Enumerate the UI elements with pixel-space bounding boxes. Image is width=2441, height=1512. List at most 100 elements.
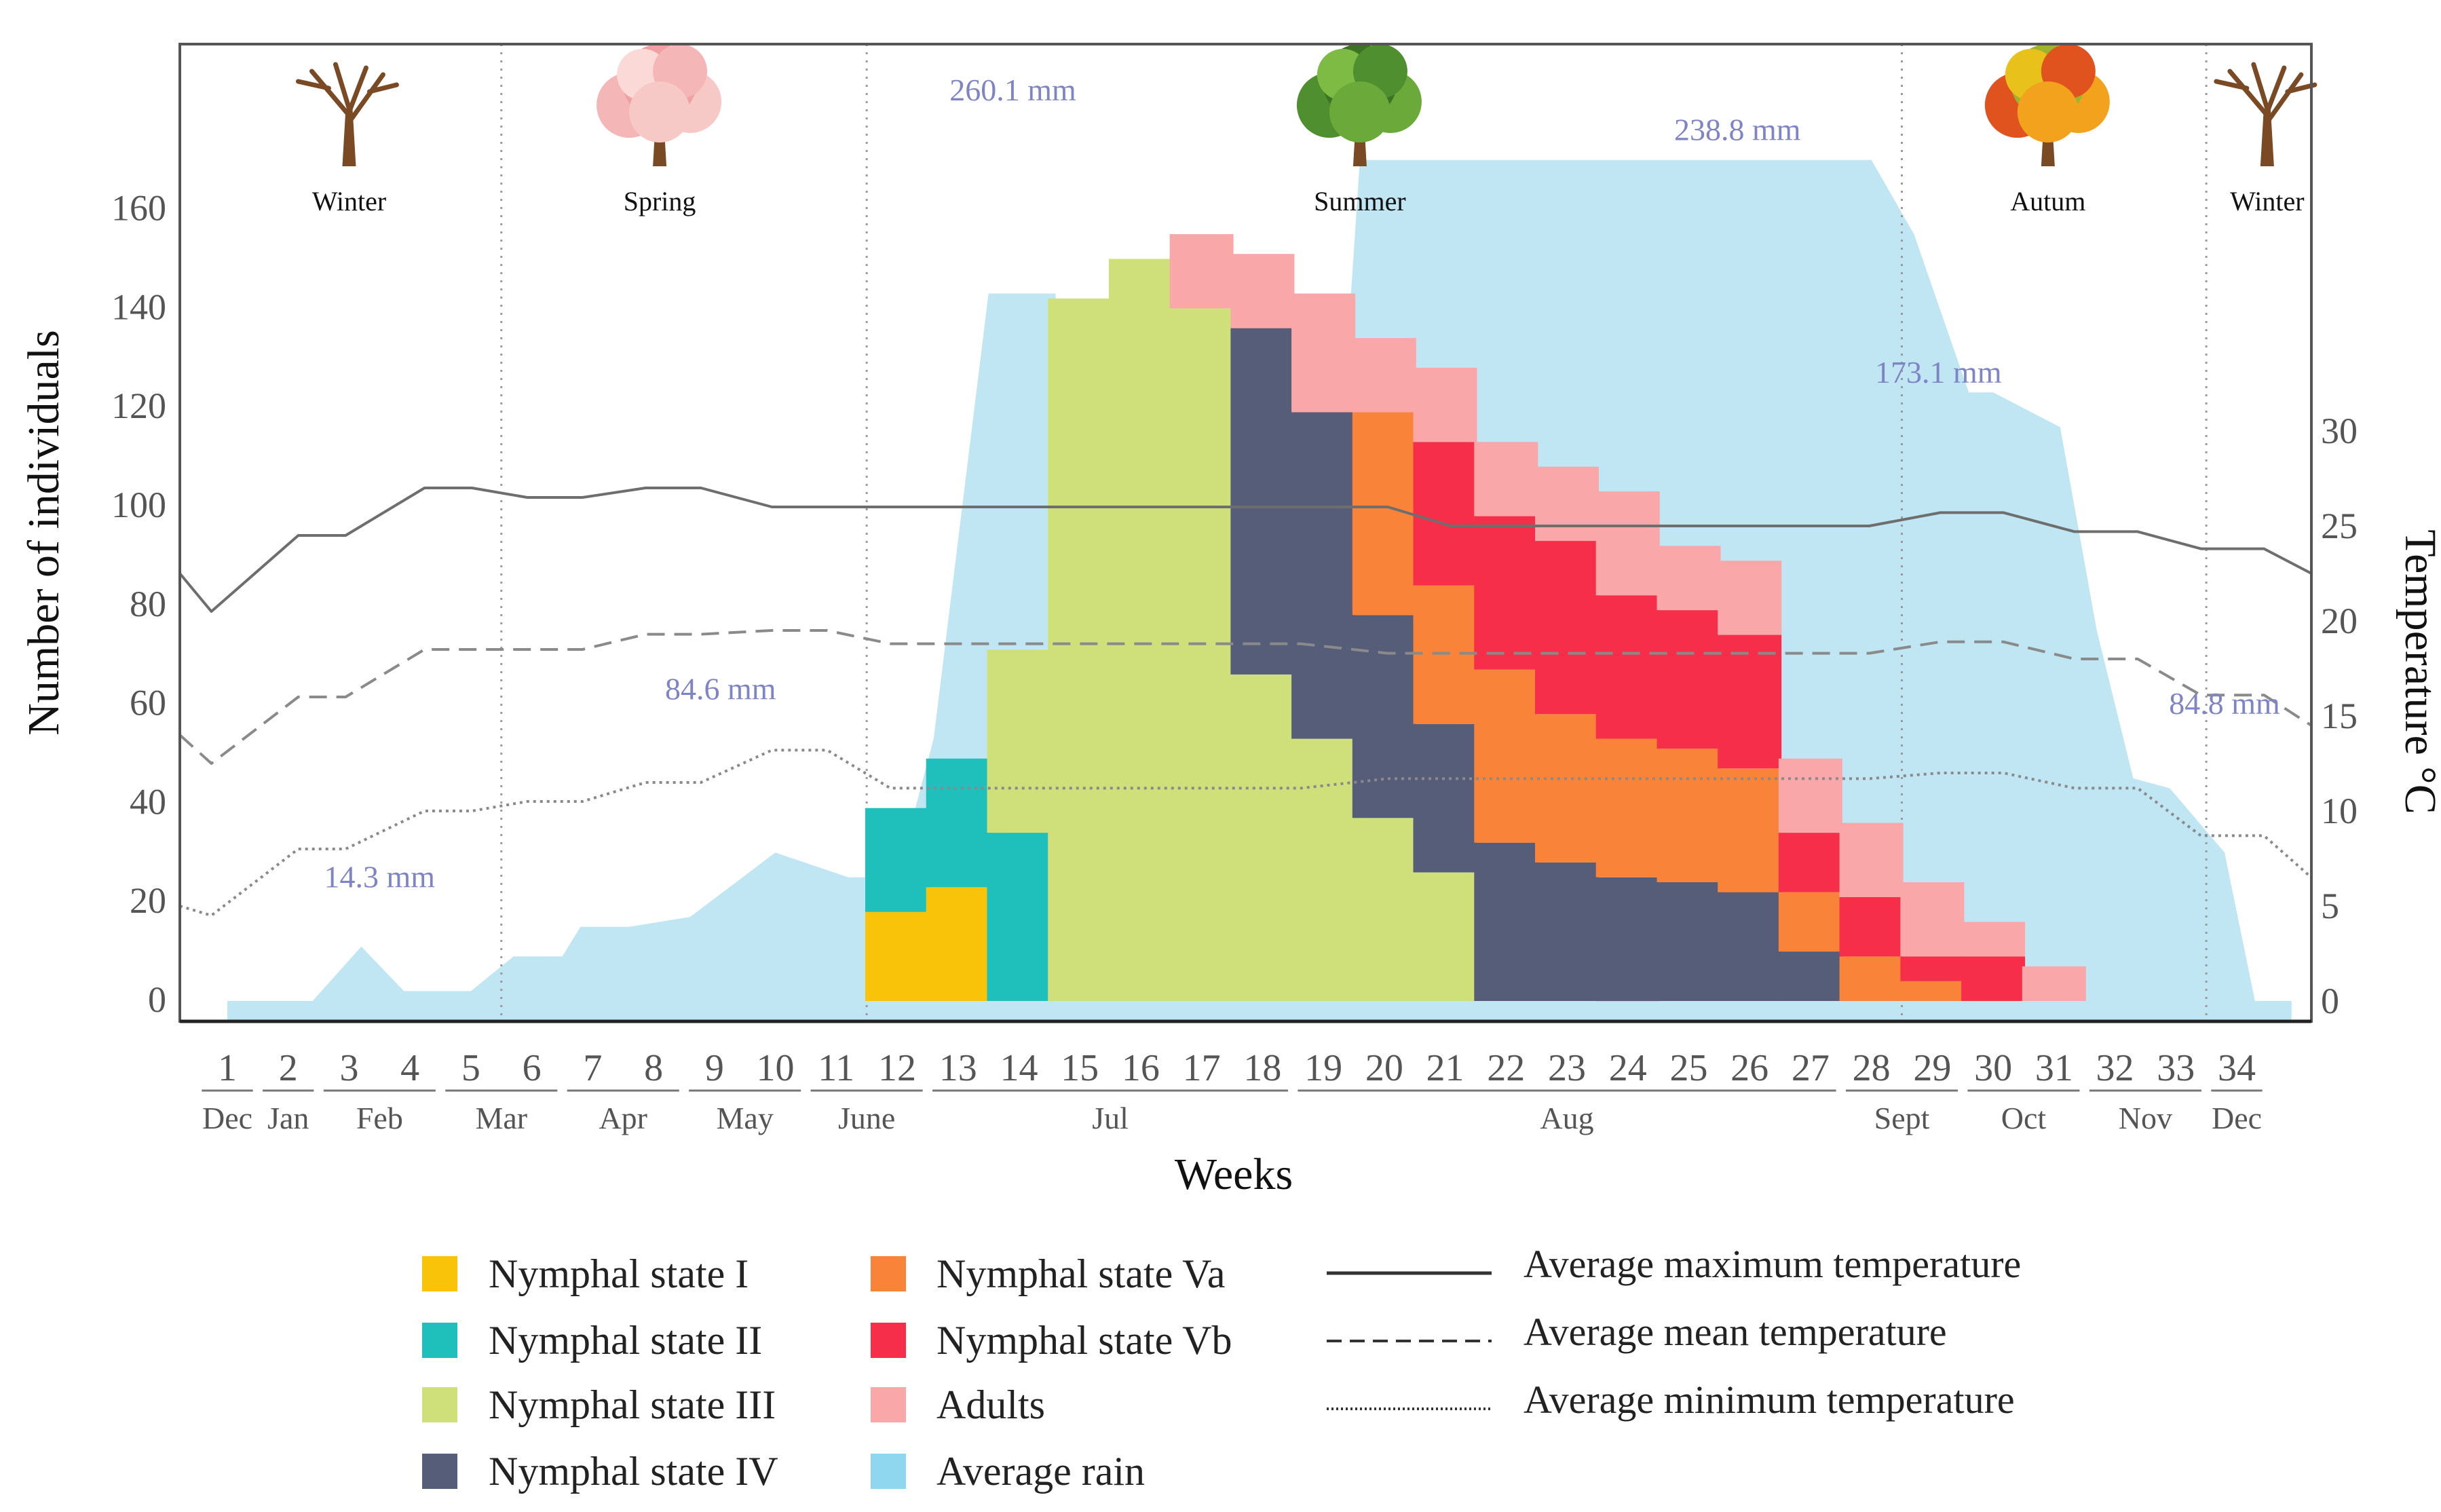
bar-segment bbox=[1230, 674, 1295, 1001]
temperature-line-solid bbox=[178, 487, 2312, 613]
legend-label: Nymphal state Vb bbox=[936, 1318, 1232, 1363]
bar-segment bbox=[1657, 610, 1721, 749]
tree-crown bbox=[2017, 81, 2079, 143]
bar-segment bbox=[1839, 896, 1904, 957]
tree-branch bbox=[2227, 69, 2270, 118]
x-tick-label: 29 bbox=[1913, 1047, 1951, 1089]
x-axis-title: Weeks bbox=[1175, 1150, 1293, 1199]
tree-branch bbox=[346, 72, 385, 125]
bar-layer bbox=[865, 234, 2086, 1002]
bar-segment bbox=[1961, 956, 2026, 1001]
month-label: May bbox=[717, 1101, 774, 1135]
y-tick-label: 0 bbox=[148, 979, 166, 1020]
bar-segment bbox=[1474, 669, 1538, 843]
y2-tick-label: 0 bbox=[2321, 981, 2339, 1021]
bar-segment bbox=[865, 911, 929, 1001]
bar-segment bbox=[1352, 818, 1416, 1001]
legend: Nymphal state I Nymphal state II Nymphal s… bbox=[422, 1242, 2021, 1494]
x-tick-label: 15 bbox=[1061, 1047, 1099, 1089]
month-label: Mar bbox=[475, 1101, 527, 1135]
x-tick-label: 18 bbox=[1243, 1047, 1281, 1089]
bar-segment bbox=[1778, 951, 1842, 1001]
x-tick-label: 16 bbox=[1122, 1047, 1160, 1089]
y-tick-label: 80 bbox=[130, 584, 166, 624]
bar-segment bbox=[1535, 714, 1599, 863]
bar-segment bbox=[1595, 595, 1660, 739]
y2-tick-label: 20 bbox=[2321, 601, 2358, 641]
bar-segment bbox=[1413, 872, 1477, 1001]
legend-label: Nymphal state III bbox=[489, 1382, 776, 1427]
x-tick-label: 13 bbox=[939, 1047, 977, 1089]
bar-segment bbox=[1718, 892, 1782, 1001]
bar-segment bbox=[1595, 738, 1660, 877]
y-tick-label: 160 bbox=[111, 188, 166, 229]
bar-segment bbox=[1048, 298, 1112, 1001]
bar-segment bbox=[1230, 328, 1295, 675]
legend-swatch bbox=[871, 1323, 906, 1358]
legend-swatch bbox=[871, 1454, 906, 1489]
blossom-tree-icon bbox=[597, 44, 722, 166]
temp-layer bbox=[178, 487, 2313, 917]
bar-segment bbox=[1474, 842, 1538, 1001]
tree-branch bbox=[2214, 79, 2250, 91]
y-tick-label: 20 bbox=[130, 880, 166, 921]
legend-swatch bbox=[422, 1387, 457, 1422]
bar-segment bbox=[2022, 966, 2086, 1001]
x-tick-label: 21 bbox=[1426, 1047, 1464, 1089]
bar-segment bbox=[1839, 956, 1904, 1001]
bar-segment bbox=[1595, 877, 1660, 1002]
bar-segment bbox=[1169, 234, 1234, 309]
season-label: Winter bbox=[312, 186, 386, 216]
y2-tick-label: 25 bbox=[2321, 506, 2358, 546]
bar-segment bbox=[926, 758, 990, 888]
bar-segment bbox=[1657, 882, 1721, 1001]
tree-crown bbox=[1329, 81, 1390, 143]
legend-label: Average rain bbox=[936, 1449, 1145, 1494]
month-label: Oct bbox=[2001, 1101, 2047, 1135]
bar-segment bbox=[926, 887, 990, 1001]
x-tick-label: 10 bbox=[757, 1047, 795, 1089]
bar-segment bbox=[987, 649, 1051, 833]
legend-swatch bbox=[422, 1256, 457, 1291]
x-tick-label: 23 bbox=[1548, 1047, 1586, 1089]
bar-segment bbox=[1413, 367, 1477, 442]
bar-segment bbox=[1900, 981, 1965, 1001]
legend-swatch bbox=[871, 1387, 906, 1422]
season-label: Spring bbox=[624, 186, 696, 216]
y-tick-label: 120 bbox=[111, 385, 166, 426]
y-tick-label: 40 bbox=[130, 781, 166, 822]
x-tick-label: 1 bbox=[218, 1047, 237, 1089]
tree-branch bbox=[346, 65, 368, 115]
legend-swatch bbox=[871, 1256, 906, 1291]
x-tick-label: 6 bbox=[523, 1047, 542, 1089]
x-tick-label: 32 bbox=[2096, 1047, 2134, 1089]
x-tick-label: 8 bbox=[644, 1047, 663, 1089]
x-tick-label: 17 bbox=[1183, 1047, 1221, 1089]
tree-branch bbox=[309, 69, 352, 118]
y-tick-label: 140 bbox=[111, 286, 166, 327]
x-tick-label: 24 bbox=[1609, 1047, 1647, 1089]
bare-tree-icon bbox=[295, 62, 399, 166]
rain-annotation: 84.6 mm bbox=[665, 671, 776, 706]
legend-label: Average mean temperature bbox=[1524, 1310, 1947, 1354]
bar-segment bbox=[1291, 293, 1356, 413]
bar-segment bbox=[1657, 546, 1721, 611]
y-axis-title: Number of individuals bbox=[19, 330, 69, 736]
bar-segment bbox=[1474, 516, 1538, 670]
month-label: Apr bbox=[599, 1101, 647, 1135]
legend-swatch bbox=[422, 1323, 457, 1358]
month-label: Feb bbox=[356, 1101, 403, 1135]
bar-segment bbox=[865, 808, 929, 912]
season-label: Summer bbox=[1314, 186, 1406, 216]
tree-branch bbox=[333, 62, 352, 111]
month-label: Jul bbox=[1092, 1101, 1129, 1135]
month-label: Dec bbox=[2212, 1101, 2262, 1135]
x-tick-label: 27 bbox=[1792, 1047, 1830, 1089]
y2-axis-title: Temperature °C bbox=[2396, 529, 2441, 814]
legend-label: Nymphal state I bbox=[489, 1251, 749, 1296]
bar-segment bbox=[1108, 259, 1173, 1001]
bar-segment bbox=[1230, 254, 1295, 328]
bare-tree-icon bbox=[2214, 62, 2317, 166]
month-label: Sept bbox=[1874, 1101, 1930, 1135]
